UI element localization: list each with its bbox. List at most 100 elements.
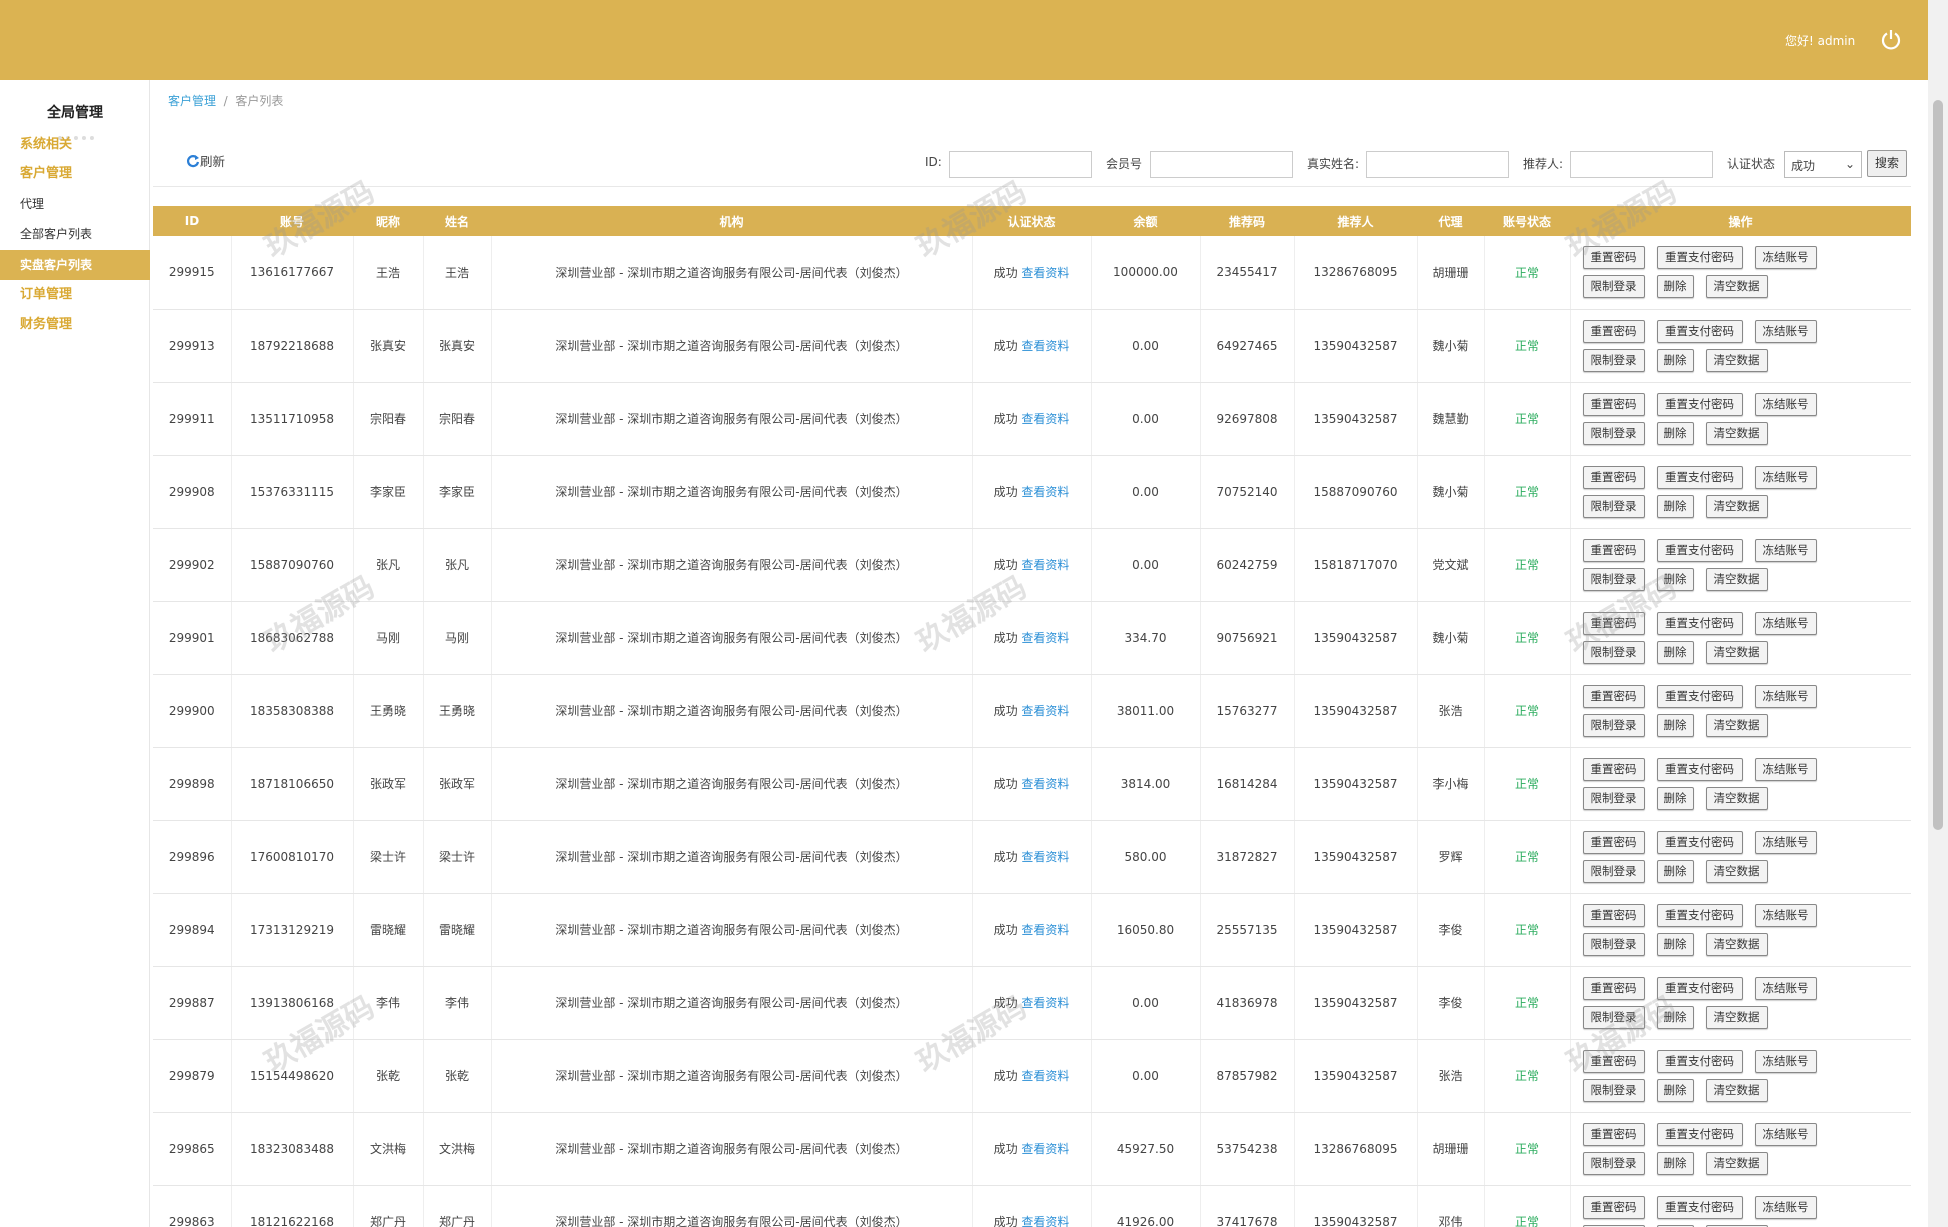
action-button[interactable]: 重置支付密码	[1656, 976, 1743, 1000]
action-button[interactable]: 重置密码	[1582, 611, 1645, 635]
action-button[interactable]: 限制登录	[1582, 640, 1645, 664]
action-button[interactable]: 清空数据	[1705, 932, 1768, 956]
scrollbar[interactable]	[1928, 0, 1948, 1227]
action-button[interactable]: 重置支付密码	[1656, 611, 1743, 635]
action-button[interactable]: 重置密码	[1582, 319, 1645, 343]
action-button[interactable]: 删除	[1656, 1151, 1694, 1175]
action-button[interactable]: 重置支付密码	[1656, 1049, 1743, 1073]
filter-input[interactable]	[949, 151, 1092, 178]
action-button[interactable]: 重置支付密码	[1656, 246, 1743, 270]
action-button[interactable]: 限制登录	[1582, 1224, 1645, 1227]
action-button[interactable]: 重置密码	[1582, 246, 1645, 270]
action-button[interactable]: 清空数据	[1705, 494, 1768, 518]
action-button[interactable]: 限制登录	[1582, 713, 1645, 737]
action-button[interactable]: 重置密码	[1582, 1049, 1645, 1073]
action-button[interactable]: 重置密码	[1582, 1122, 1645, 1146]
action-button[interactable]: 清空数据	[1705, 859, 1768, 883]
view-link[interactable]: 查看资料	[1021, 485, 1070, 499]
crumb-link[interactable]: 客户管理	[168, 94, 217, 108]
action-button[interactable]: 重置支付密码	[1656, 319, 1743, 343]
action-button[interactable]: 重置支付密码	[1656, 1122, 1743, 1146]
action-button[interactable]: 冻结账号	[1754, 1195, 1817, 1219]
action-button[interactable]: 重置支付密码	[1656, 538, 1743, 562]
action-button[interactable]: 重置密码	[1582, 538, 1645, 562]
action-button[interactable]: 清空数据	[1705, 1005, 1768, 1029]
action-button[interactable]: 限制登录	[1582, 859, 1645, 883]
action-button[interactable]: 清空数据	[1705, 421, 1768, 445]
menu-item[interactable]: 订单管理	[20, 287, 73, 302]
view-link[interactable]: 查看资料	[1021, 1215, 1070, 1227]
action-button[interactable]: 限制登录	[1582, 932, 1645, 956]
action-button[interactable]: 删除	[1656, 713, 1694, 737]
action-button[interactable]: 重置支付密码	[1656, 830, 1743, 854]
action-button[interactable]: 清空数据	[1705, 713, 1768, 737]
action-button[interactable]: 删除	[1656, 348, 1694, 372]
action-button[interactable]: 限制登录	[1582, 275, 1645, 299]
refresh[interactable]: 刷新	[186, 151, 225, 170]
action-button[interactable]: 重置支付密码	[1656, 757, 1743, 781]
action-button[interactable]: 清空数据	[1705, 275, 1768, 299]
action-button[interactable]: 限制登录	[1582, 348, 1645, 372]
greeting[interactable]: 您好! admin	[1785, 34, 1856, 48]
menu-item[interactable]: 全部客户列表	[20, 227, 93, 241]
action-button[interactable]: 清空数据	[1705, 786, 1768, 810]
action-button[interactable]: 清空数据	[1705, 640, 1768, 664]
action-button[interactable]: 冻结账号	[1754, 392, 1817, 416]
action-button[interactable]: 清空数据	[1705, 1224, 1768, 1227]
view-link[interactable]: 查看资料	[1021, 704, 1070, 718]
action-button[interactable]: 限制登录	[1582, 1005, 1645, 1029]
action-button[interactable]: 冻结账号	[1754, 830, 1817, 854]
action-button[interactable]: 冻结账号	[1754, 465, 1817, 489]
action-button[interactable]: 限制登录	[1582, 421, 1645, 445]
action-button[interactable]: 重置密码	[1582, 1195, 1645, 1219]
action-button[interactable]: 删除	[1656, 1005, 1694, 1029]
action-button[interactable]: 冻结账号	[1754, 684, 1817, 708]
scroll-thumb[interactable]	[1933, 100, 1943, 830]
action-button[interactable]: 删除	[1656, 567, 1694, 591]
action-button[interactable]: 重置支付密码	[1656, 903, 1743, 927]
action-button[interactable]: 冻结账号	[1754, 976, 1817, 1000]
menu-item[interactable]: 客户管理	[20, 166, 73, 181]
action-button[interactable]: 删除	[1656, 1078, 1694, 1102]
action-button[interactable]: 删除	[1656, 640, 1694, 664]
view-link[interactable]: 查看资料	[1021, 412, 1070, 426]
action-button[interactable]: 删除	[1656, 275, 1694, 299]
action-button[interactable]: 重置支付密码	[1656, 684, 1743, 708]
action-button[interactable]: 限制登录	[1582, 494, 1645, 518]
status-select[interactable]: 成功 ⌄	[1784, 151, 1862, 178]
view-link[interactable]: 查看资料	[1021, 1069, 1070, 1083]
action-button[interactable]: 重置密码	[1582, 976, 1645, 1000]
action-button[interactable]: 删除	[1656, 421, 1694, 445]
search-button[interactable]: 搜索	[1867, 150, 1907, 177]
action-button[interactable]: 重置支付密码	[1656, 1195, 1743, 1219]
action-button[interactable]: 冻结账号	[1754, 246, 1817, 270]
action-button[interactable]: 清空数据	[1705, 567, 1768, 591]
logout-icon[interactable]	[1880, 28, 1902, 50]
view-link[interactable]: 查看资料	[1021, 1142, 1070, 1156]
view-link[interactable]: 查看资料	[1021, 558, 1070, 572]
view-link[interactable]: 查看资料	[1021, 996, 1070, 1010]
action-button[interactable]: 冻结账号	[1754, 538, 1817, 562]
action-button[interactable]: 限制登录	[1582, 786, 1645, 810]
view-link[interactable]: 查看资料	[1021, 923, 1070, 937]
action-button[interactable]: 冻结账号	[1754, 1122, 1817, 1146]
view-link[interactable]: 查看资料	[1021, 850, 1070, 864]
action-button[interactable]: 重置密码	[1582, 903, 1645, 927]
menu-item[interactable]: 系统相关	[20, 137, 73, 152]
filter-input[interactable]	[1570, 151, 1713, 178]
action-button[interactable]: 重置密码	[1582, 684, 1645, 708]
menu-item[interactable]: 代理	[20, 197, 45, 211]
view-link[interactable]: 查看资料	[1021, 631, 1070, 645]
action-button[interactable]: 限制登录	[1582, 1078, 1645, 1102]
view-link[interactable]: 查看资料	[1021, 339, 1070, 353]
action-button[interactable]: 删除	[1656, 859, 1694, 883]
action-button[interactable]: 删除	[1656, 932, 1694, 956]
filter-input[interactable]	[1150, 151, 1293, 178]
action-button[interactable]: 限制登录	[1582, 567, 1645, 591]
action-button[interactable]: 冻结账号	[1754, 611, 1817, 635]
menu-item[interactable]: 实盘客户列表	[0, 250, 150, 280]
view-link[interactable]: 查看资料	[1021, 777, 1070, 791]
action-button[interactable]: 重置密码	[1582, 757, 1645, 781]
action-button[interactable]: 清空数据	[1705, 1078, 1768, 1102]
action-button[interactable]: 冻结账号	[1754, 903, 1817, 927]
